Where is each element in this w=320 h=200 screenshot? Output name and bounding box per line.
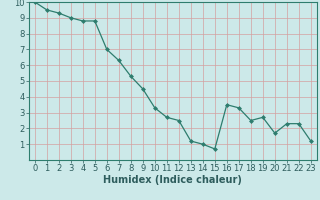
X-axis label: Humidex (Indice chaleur): Humidex (Indice chaleur) xyxy=(103,175,242,185)
